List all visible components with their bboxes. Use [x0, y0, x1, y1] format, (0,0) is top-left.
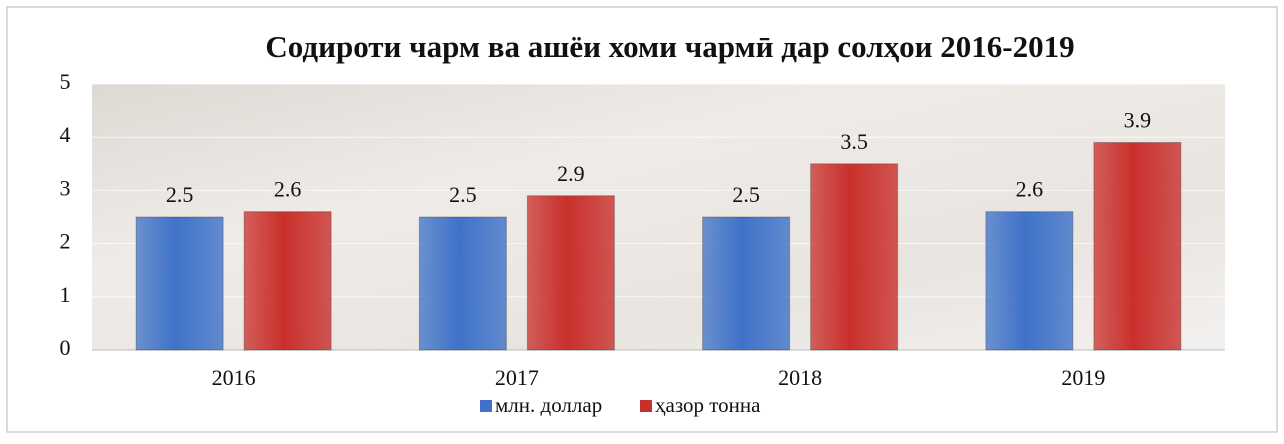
legend-label: ҳазор тонна — [655, 393, 761, 417]
legend-label: млн. доллар — [495, 393, 602, 417]
bar — [243, 211, 332, 351]
bar — [702, 216, 791, 351]
bar — [135, 216, 224, 351]
data-label: 2.5 — [732, 182, 760, 207]
bar — [985, 211, 1074, 351]
x-tick-label: 2017 — [495, 365, 539, 390]
y-tick-label: 4 — [60, 122, 71, 147]
bar — [1093, 142, 1182, 351]
data-label: 2.6 — [274, 177, 302, 202]
data-label: 2.5 — [449, 182, 477, 207]
bar — [526, 195, 615, 351]
data-label: 2.9 — [557, 161, 585, 186]
y-tick-label: 0 — [60, 335, 71, 360]
data-label: 3.9 — [1124, 108, 1152, 133]
bar — [810, 163, 899, 351]
bar — [418, 216, 507, 351]
y-tick-label: 3 — [60, 175, 71, 200]
data-label: 2.5 — [166, 182, 194, 207]
chart-title: Содироти чарм ва ашёи хоми чармӣ дар сол… — [265, 29, 1074, 64]
x-tick-label: 2019 — [1061, 365, 1105, 390]
y-tick-label: 5 — [60, 69, 71, 94]
legend-swatch — [480, 400, 492, 412]
legend-swatch — [640, 400, 652, 412]
x-tick-label: 2018 — [778, 365, 822, 390]
data-label: 3.5 — [840, 129, 868, 154]
legend: млн. доллар ҳазор тонна — [480, 393, 761, 417]
data-label: 2.6 — [1016, 177, 1044, 202]
x-tick-label: 2016 — [212, 365, 256, 390]
y-tick-label: 2 — [60, 229, 71, 254]
y-tick-label: 1 — [60, 282, 71, 307]
